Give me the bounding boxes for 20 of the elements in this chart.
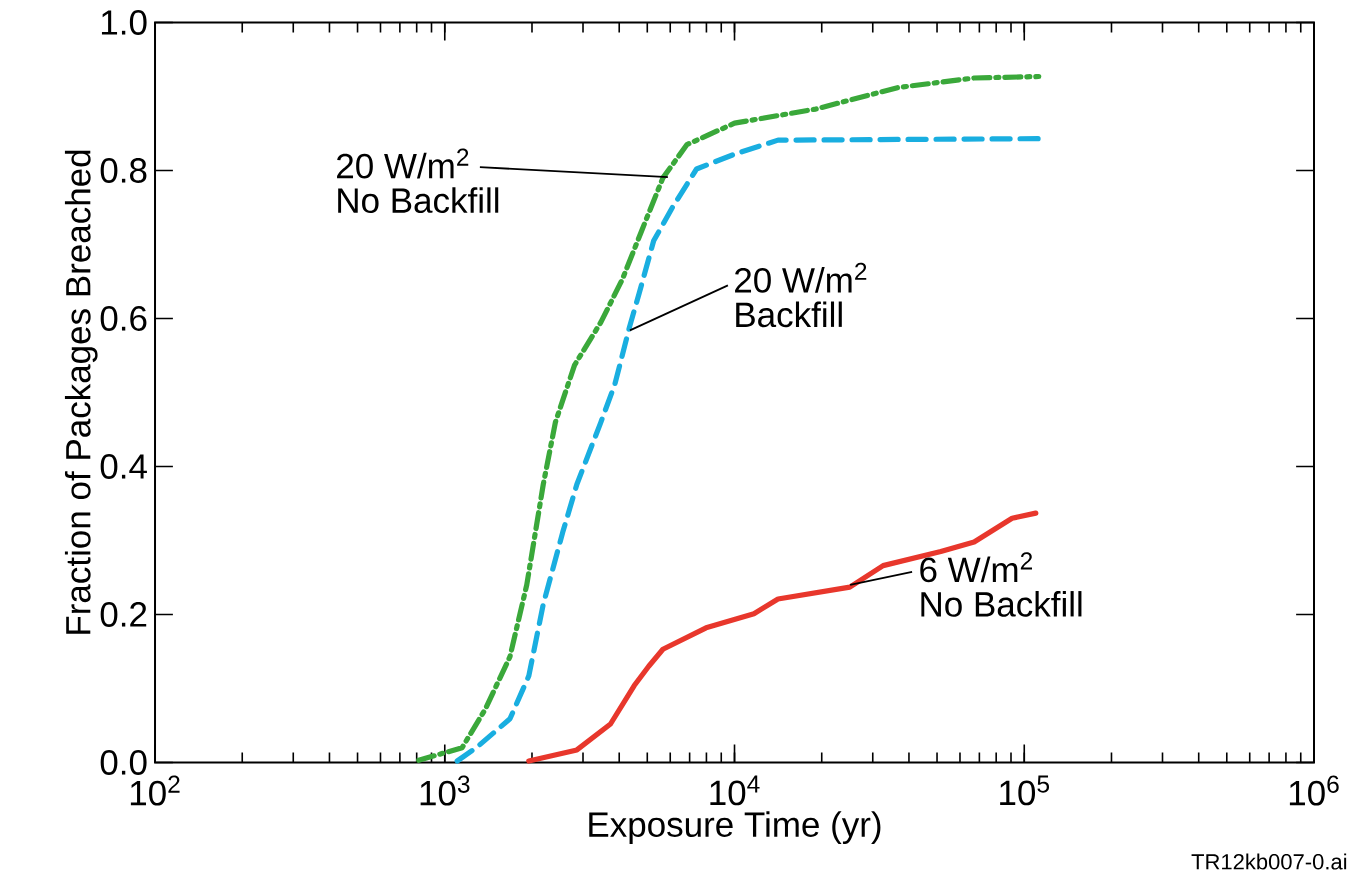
annotation: 6 W/m$^{2}$: [920, 552, 1032, 583]
annotation: No Backfill: [338, 187, 499, 214]
y-tick-label: 0.0: [100, 750, 147, 775]
annotation: 20 W/m$^{2}$: [735, 262, 867, 293]
x-axis-title: Exposure Time (yr): [589, 811, 881, 844]
x-tick-label: 10$^{2}$: [130, 775, 180, 806]
annotation: Backfill: [736, 301, 842, 328]
text: TR12kb007-0.ai: [1191, 853, 1347, 870]
y-axis-title: Fraction of Packages Breached: [64, 150, 98, 634]
x-tick-label: 10$^{6}$: [1289, 775, 1339, 806]
x-tick-label: 10$^{5}$: [1000, 775, 1050, 806]
y-tick-label: 0.6: [100, 306, 147, 331]
annotation: 20 W/m$^{2}$: [337, 148, 469, 179]
y-tick-label: 0.4: [100, 454, 147, 479]
x-tick-label: 10$^{3}$: [420, 775, 470, 806]
x-tick-label: 10$^{4}$: [710, 775, 760, 806]
y-tick-label: 0.8: [100, 158, 147, 183]
annotation: No Backfill: [921, 591, 1082, 617]
y-tick-label: 1.0: [101, 10, 147, 35]
y-tick-label: 0.2: [100, 602, 147, 627]
